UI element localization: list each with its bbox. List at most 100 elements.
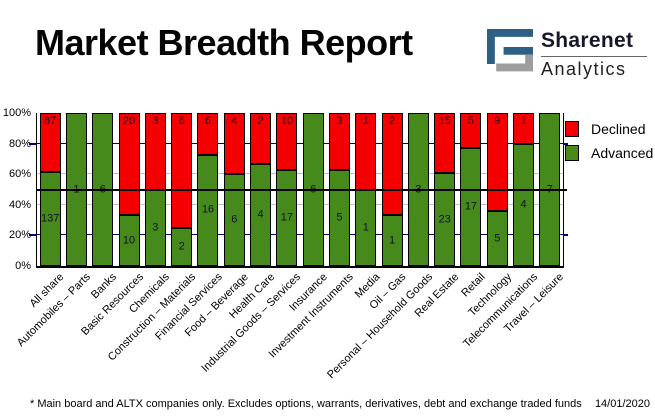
declined-count: 15	[438, 115, 451, 127]
declined-count: 9	[494, 115, 501, 127]
bar-all-share: 87 137	[39, 113, 61, 266]
declined-count: 2	[388, 115, 396, 127]
declined-count: 3	[152, 115, 159, 127]
advanced-count: 10	[122, 234, 136, 246]
advanced-count: 17	[280, 211, 293, 224]
advanced-count: 16	[201, 203, 215, 216]
chart-legend: Declined Advanced	[565, 117, 653, 165]
advanced-count: 4	[520, 198, 527, 211]
declined-segment	[486, 113, 508, 212]
declined-segment	[250, 113, 272, 164]
advanced-count: 4	[257, 208, 264, 221]
y-tick-label-0: 0%	[15, 260, 31, 272]
y-tick-label-60: 60%	[8, 168, 31, 181]
advanced-segment	[39, 172, 61, 266]
y-tick-label-80: 80%	[8, 137, 31, 150]
declined-count: 6	[204, 115, 211, 127]
advanced-count: 2	[178, 240, 185, 253]
advanced-swatch	[565, 145, 579, 161]
declined-segment	[118, 113, 140, 215]
declined-segment	[39, 113, 61, 173]
declined-segment	[513, 113, 535, 144]
advanced-count: 5	[494, 232, 501, 245]
legend-item-advanced: Advanced	[565, 141, 653, 165]
legend-item-declined: Declined	[565, 117, 653, 141]
y-tick-label-20: 20%	[8, 229, 31, 242]
declined-count: 3	[336, 115, 343, 127]
legend-label-advanced: Advanced	[591, 145, 654, 161]
declined-segment	[434, 113, 456, 174]
gridline-80	[37, 142, 563, 144]
declined-count: 6	[178, 115, 185, 127]
y-tick-label-100: 100%	[2, 107, 31, 119]
advanced-segment	[513, 143, 535, 266]
legend-label-declined: Declined	[591, 121, 646, 137]
advanced-count: 137	[40, 212, 60, 225]
gridline-40	[37, 203, 563, 205]
tick-mark-20	[563, 234, 568, 237]
bar-real-estate: 15 23	[434, 113, 456, 266]
declined-count: 10	[280, 115, 293, 127]
declined-count: 2	[257, 115, 264, 127]
report-date: 14/01/2020	[594, 398, 650, 410]
advanced-count: 1	[388, 234, 396, 246]
advanced-count: 17	[464, 200, 478, 213]
declined-count: 4	[231, 115, 238, 127]
fifty-percent-line	[36, 188, 567, 191]
bar-retail: 5 17	[460, 113, 482, 266]
sharenet-logo-icon	[487, 29, 533, 72]
advanced-segment	[434, 173, 456, 266]
advanced-segment	[171, 227, 193, 266]
logo-brand-name: Sharenet	[541, 29, 634, 52]
declined-swatch	[565, 121, 579, 137]
advanced-count: 6	[231, 213, 238, 226]
footnote: * Main board and ALTX companies only. Ex…	[30, 398, 582, 410]
advanced-count: 3	[152, 221, 159, 234]
declined-segment	[276, 113, 298, 170]
declined-count: 87	[44, 115, 57, 127]
advanced-segment	[460, 147, 482, 266]
gridline-20	[37, 234, 563, 236]
advanced-segment	[486, 211, 508, 266]
y-tick-label-40: 40%	[8, 198, 31, 211]
logo-text: Sharenet Analytics	[541, 29, 649, 80]
declined-count: 5	[467, 115, 474, 127]
declined-segment	[197, 113, 219, 155]
declined-segment	[171, 113, 193, 228]
declined-count: 20	[122, 115, 136, 127]
bar-industrial-goods-services: 10 17	[276, 113, 298, 266]
breadth-chart-plot: 8713716201033626164624101763511213152351…	[36, 113, 564, 268]
declined-count: 1	[362, 115, 369, 127]
declined-segment	[223, 113, 245, 175]
sharenet-logo: Sharenet Analytics	[487, 29, 649, 80]
tick-mark-80	[29, 142, 36, 145]
advanced-segment	[328, 170, 350, 266]
declined-count: 1	[520, 115, 527, 127]
advanced-segment	[381, 215, 403, 266]
advanced-count: 1	[362, 221, 369, 234]
logo-sub-name: Analytics	[541, 59, 627, 79]
declined-segment	[381, 113, 403, 215]
declined-segment	[460, 113, 482, 148]
gridline-60	[37, 173, 563, 175]
advanced-segment	[118, 215, 140, 266]
logo-divider	[541, 56, 647, 57]
advanced-count: 23	[438, 213, 451, 226]
declined-segment	[328, 113, 350, 171]
page-title: Market Breadth Report	[35, 22, 413, 63]
advanced-segment	[223, 174, 245, 266]
advanced-count: 5	[336, 211, 343, 224]
bar-financial-services: 6 16	[197, 113, 219, 266]
tick-mark-80	[563, 142, 568, 145]
advanced-segment	[197, 154, 219, 266]
tick-mark-20	[29, 234, 36, 237]
advanced-segment	[276, 169, 298, 266]
